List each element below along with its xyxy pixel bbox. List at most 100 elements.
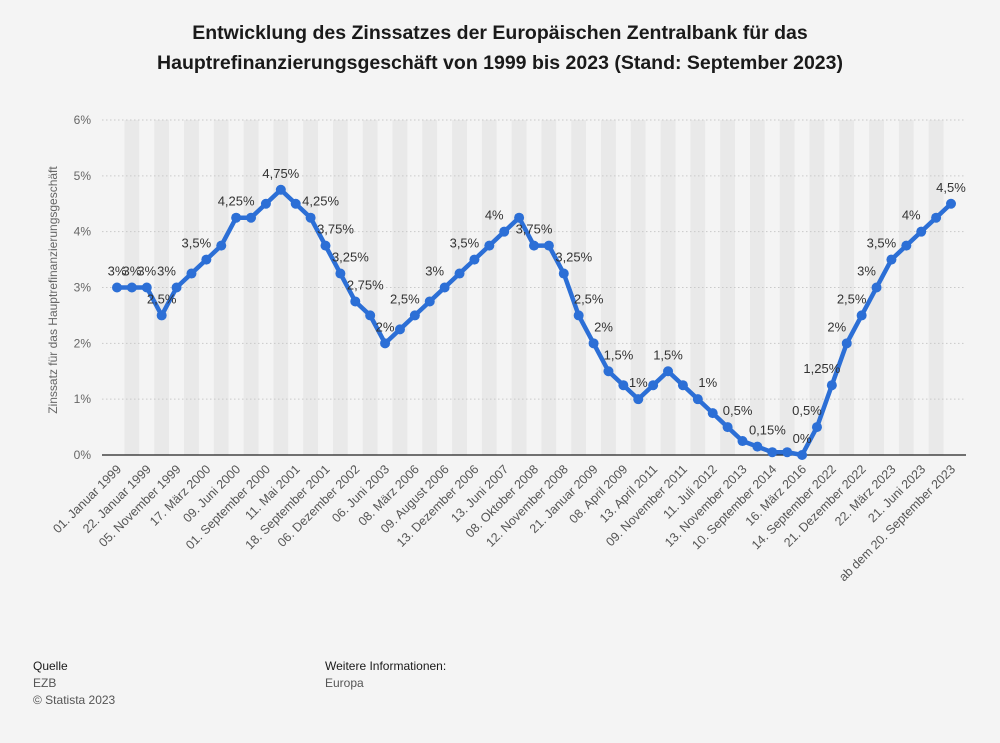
data-label: 2% [827, 319, 846, 334]
data-point [126, 282, 137, 293]
data-label: 0,15% [749, 423, 786, 438]
source-block: Quelle EZB © Statista 2023 [33, 658, 115, 709]
data-point [826, 380, 837, 391]
plot-band [228, 120, 244, 455]
data-label: 3,75% [317, 222, 354, 237]
data-point [484, 240, 495, 251]
plot-band [809, 120, 825, 455]
data-labels: 3%3%3%2,5%3%3,5%4,25%4,75%4,25%3,75%3,25… [108, 166, 967, 446]
data-label: 2,5% [574, 291, 604, 306]
data-point [112, 282, 122, 293]
plot-band [720, 120, 736, 455]
data-point [841, 338, 852, 349]
plot-band [496, 120, 512, 455]
data-point [320, 240, 331, 251]
data-label: 3% [157, 264, 176, 279]
data-point [633, 394, 644, 405]
data-point [618, 380, 629, 391]
source-heading: Quelle [33, 659, 68, 673]
y-tick-label: 3% [74, 281, 92, 295]
data-point [186, 268, 197, 279]
data-point [290, 198, 301, 209]
data-point [752, 441, 763, 452]
data-label: 3% [857, 264, 876, 279]
data-point [246, 212, 257, 223]
plot-band [377, 120, 393, 455]
data-point [856, 310, 867, 321]
data-point [946, 198, 956, 209]
data-point [543, 240, 554, 251]
data-point [216, 240, 227, 251]
data-point [394, 324, 405, 335]
chart-title: Entwicklung des Zinssatzes der Europäisc… [80, 18, 920, 78]
plot-band [764, 120, 780, 455]
data-label: 2,75% [347, 277, 384, 292]
data-point [737, 436, 748, 447]
plot-band [749, 120, 765, 455]
plot-band [556, 120, 572, 455]
data-point [156, 310, 167, 321]
data-point [916, 226, 927, 237]
plot-band [586, 120, 602, 455]
line-chart: 0% 1% 2% 3% 4% 5% 6% Zinssatz für das Hauptref… [46, 113, 967, 584]
data-point [692, 394, 703, 405]
chart-title-line-1: Entwicklung des Zinssatzes der Europäisc… [192, 22, 808, 44]
data-point [260, 198, 271, 209]
data-point [424, 296, 435, 307]
data-point [514, 212, 525, 223]
plot-band [213, 120, 229, 455]
data-label: 4,25% [218, 194, 255, 209]
plot-band [332, 120, 348, 455]
info-heading: Weitere Informationen: [325, 659, 447, 673]
data-points [112, 184, 956, 460]
plot-band [690, 120, 706, 455]
y-tick-label: 6% [74, 113, 92, 127]
y-tick-label: 2% [74, 336, 92, 350]
data-label: 4% [485, 208, 504, 223]
data-point [141, 282, 152, 293]
data-label: 3% [137, 264, 156, 279]
data-point [558, 268, 569, 279]
data-point [573, 310, 584, 321]
data-point [380, 338, 391, 349]
data-label: 1,5% [604, 347, 634, 362]
data-point [469, 254, 480, 265]
data-label: 1% [629, 375, 648, 390]
data-point [603, 366, 614, 377]
y-axis-label: Zinssatz für das Hauptrefinanzierungsges… [46, 166, 60, 414]
plot-band [154, 120, 170, 455]
data-point [871, 282, 882, 293]
info-block: Weitere Informationen: Europa [325, 658, 446, 692]
data-label: 2% [376, 319, 395, 334]
data-point [707, 408, 718, 419]
data-point [171, 282, 182, 293]
data-label: 1,25% [803, 361, 840, 376]
data-label: 4,5% [936, 180, 966, 195]
data-point [722, 422, 733, 433]
data-label: 3% [425, 264, 444, 279]
data-label: 0% [793, 431, 812, 446]
data-point [439, 282, 450, 293]
plot-band [422, 120, 438, 455]
data-label: 1% [698, 375, 717, 390]
data-point [409, 310, 420, 321]
plot-band [913, 120, 929, 455]
data-point [811, 422, 822, 433]
data-point [201, 254, 212, 265]
plot-band [318, 120, 333, 455]
data-point [931, 212, 942, 223]
data-label: 2% [594, 319, 613, 334]
data-label: 3,25% [555, 250, 592, 265]
data-label: 3% [122, 264, 141, 279]
data-point [648, 380, 659, 391]
data-label: 3,25% [332, 250, 369, 265]
data-point [677, 380, 688, 391]
y-tick-label: 1% [74, 392, 92, 406]
data-point [901, 240, 912, 251]
data-point [499, 226, 510, 237]
data-label: 2,5% [390, 291, 420, 306]
source-name: EZB [33, 676, 57, 690]
data-label: 3% [108, 264, 127, 279]
info-link[interactable]: Europa [325, 676, 364, 690]
